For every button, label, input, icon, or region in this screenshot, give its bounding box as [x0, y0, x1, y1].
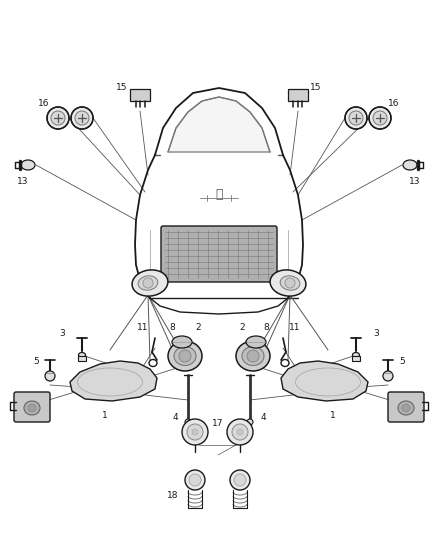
Circle shape — [47, 107, 69, 129]
Text: 13: 13 — [17, 176, 29, 185]
Text: 6: 6 — [418, 409, 424, 418]
Text: 2: 2 — [195, 322, 201, 332]
FancyBboxPatch shape — [161, 226, 277, 282]
Text: 4: 4 — [172, 414, 178, 423]
Text: 𝖢: 𝖢 — [215, 189, 223, 201]
Circle shape — [345, 107, 367, 129]
Ellipse shape — [174, 346, 196, 366]
Text: 16: 16 — [388, 100, 400, 109]
Text: 3: 3 — [59, 329, 65, 338]
Text: 6: 6 — [14, 409, 20, 418]
Circle shape — [45, 371, 55, 381]
Text: 18: 18 — [167, 490, 179, 499]
Text: 15: 15 — [116, 83, 128, 92]
Ellipse shape — [403, 160, 417, 170]
Text: 8: 8 — [169, 322, 175, 332]
Ellipse shape — [280, 276, 300, 290]
Ellipse shape — [398, 401, 414, 415]
Text: 16: 16 — [38, 100, 50, 109]
FancyBboxPatch shape — [388, 392, 424, 422]
Text: 4: 4 — [260, 414, 266, 423]
Circle shape — [51, 111, 65, 125]
FancyBboxPatch shape — [130, 89, 150, 101]
Ellipse shape — [21, 160, 35, 170]
Text: 1: 1 — [102, 410, 108, 419]
Text: 5: 5 — [399, 358, 405, 367]
Ellipse shape — [172, 336, 192, 348]
Ellipse shape — [132, 270, 168, 296]
Ellipse shape — [246, 336, 266, 348]
Ellipse shape — [236, 341, 270, 371]
Circle shape — [227, 419, 253, 445]
Circle shape — [247, 350, 259, 362]
Polygon shape — [135, 88, 303, 314]
FancyBboxPatch shape — [78, 356, 86, 361]
Circle shape — [230, 470, 250, 490]
Circle shape — [234, 474, 246, 486]
Text: 8: 8 — [263, 322, 269, 332]
Ellipse shape — [78, 352, 85, 358]
Ellipse shape — [353, 352, 360, 358]
Circle shape — [192, 429, 198, 435]
Text: 3: 3 — [373, 329, 379, 338]
Circle shape — [189, 474, 201, 486]
Circle shape — [75, 111, 89, 125]
Circle shape — [187, 424, 203, 440]
Text: 13: 13 — [409, 176, 421, 185]
Circle shape — [237, 429, 243, 435]
Ellipse shape — [168, 341, 202, 371]
FancyBboxPatch shape — [288, 89, 308, 101]
Circle shape — [182, 419, 208, 445]
FancyBboxPatch shape — [14, 392, 50, 422]
Text: 17: 17 — [212, 419, 224, 429]
Polygon shape — [168, 97, 270, 152]
Circle shape — [179, 350, 191, 362]
Text: 2: 2 — [239, 322, 245, 332]
Ellipse shape — [24, 401, 40, 415]
Text: 1: 1 — [330, 410, 336, 419]
Circle shape — [369, 107, 391, 129]
Text: 15: 15 — [310, 83, 322, 92]
Circle shape — [247, 419, 253, 425]
Ellipse shape — [242, 346, 264, 366]
Circle shape — [143, 278, 153, 288]
Circle shape — [373, 111, 387, 125]
Circle shape — [185, 419, 191, 425]
Circle shape — [185, 470, 205, 490]
Circle shape — [232, 424, 248, 440]
Circle shape — [285, 278, 295, 288]
Ellipse shape — [270, 270, 306, 296]
Ellipse shape — [138, 276, 158, 290]
FancyBboxPatch shape — [352, 356, 360, 361]
Circle shape — [349, 111, 363, 125]
Circle shape — [71, 107, 93, 129]
Text: 5: 5 — [33, 358, 39, 367]
Text: 11: 11 — [137, 324, 149, 333]
Polygon shape — [281, 361, 368, 401]
Text: 11: 11 — [289, 324, 301, 333]
Ellipse shape — [28, 405, 36, 411]
Ellipse shape — [402, 405, 410, 411]
Circle shape — [383, 371, 393, 381]
Polygon shape — [70, 361, 157, 401]
